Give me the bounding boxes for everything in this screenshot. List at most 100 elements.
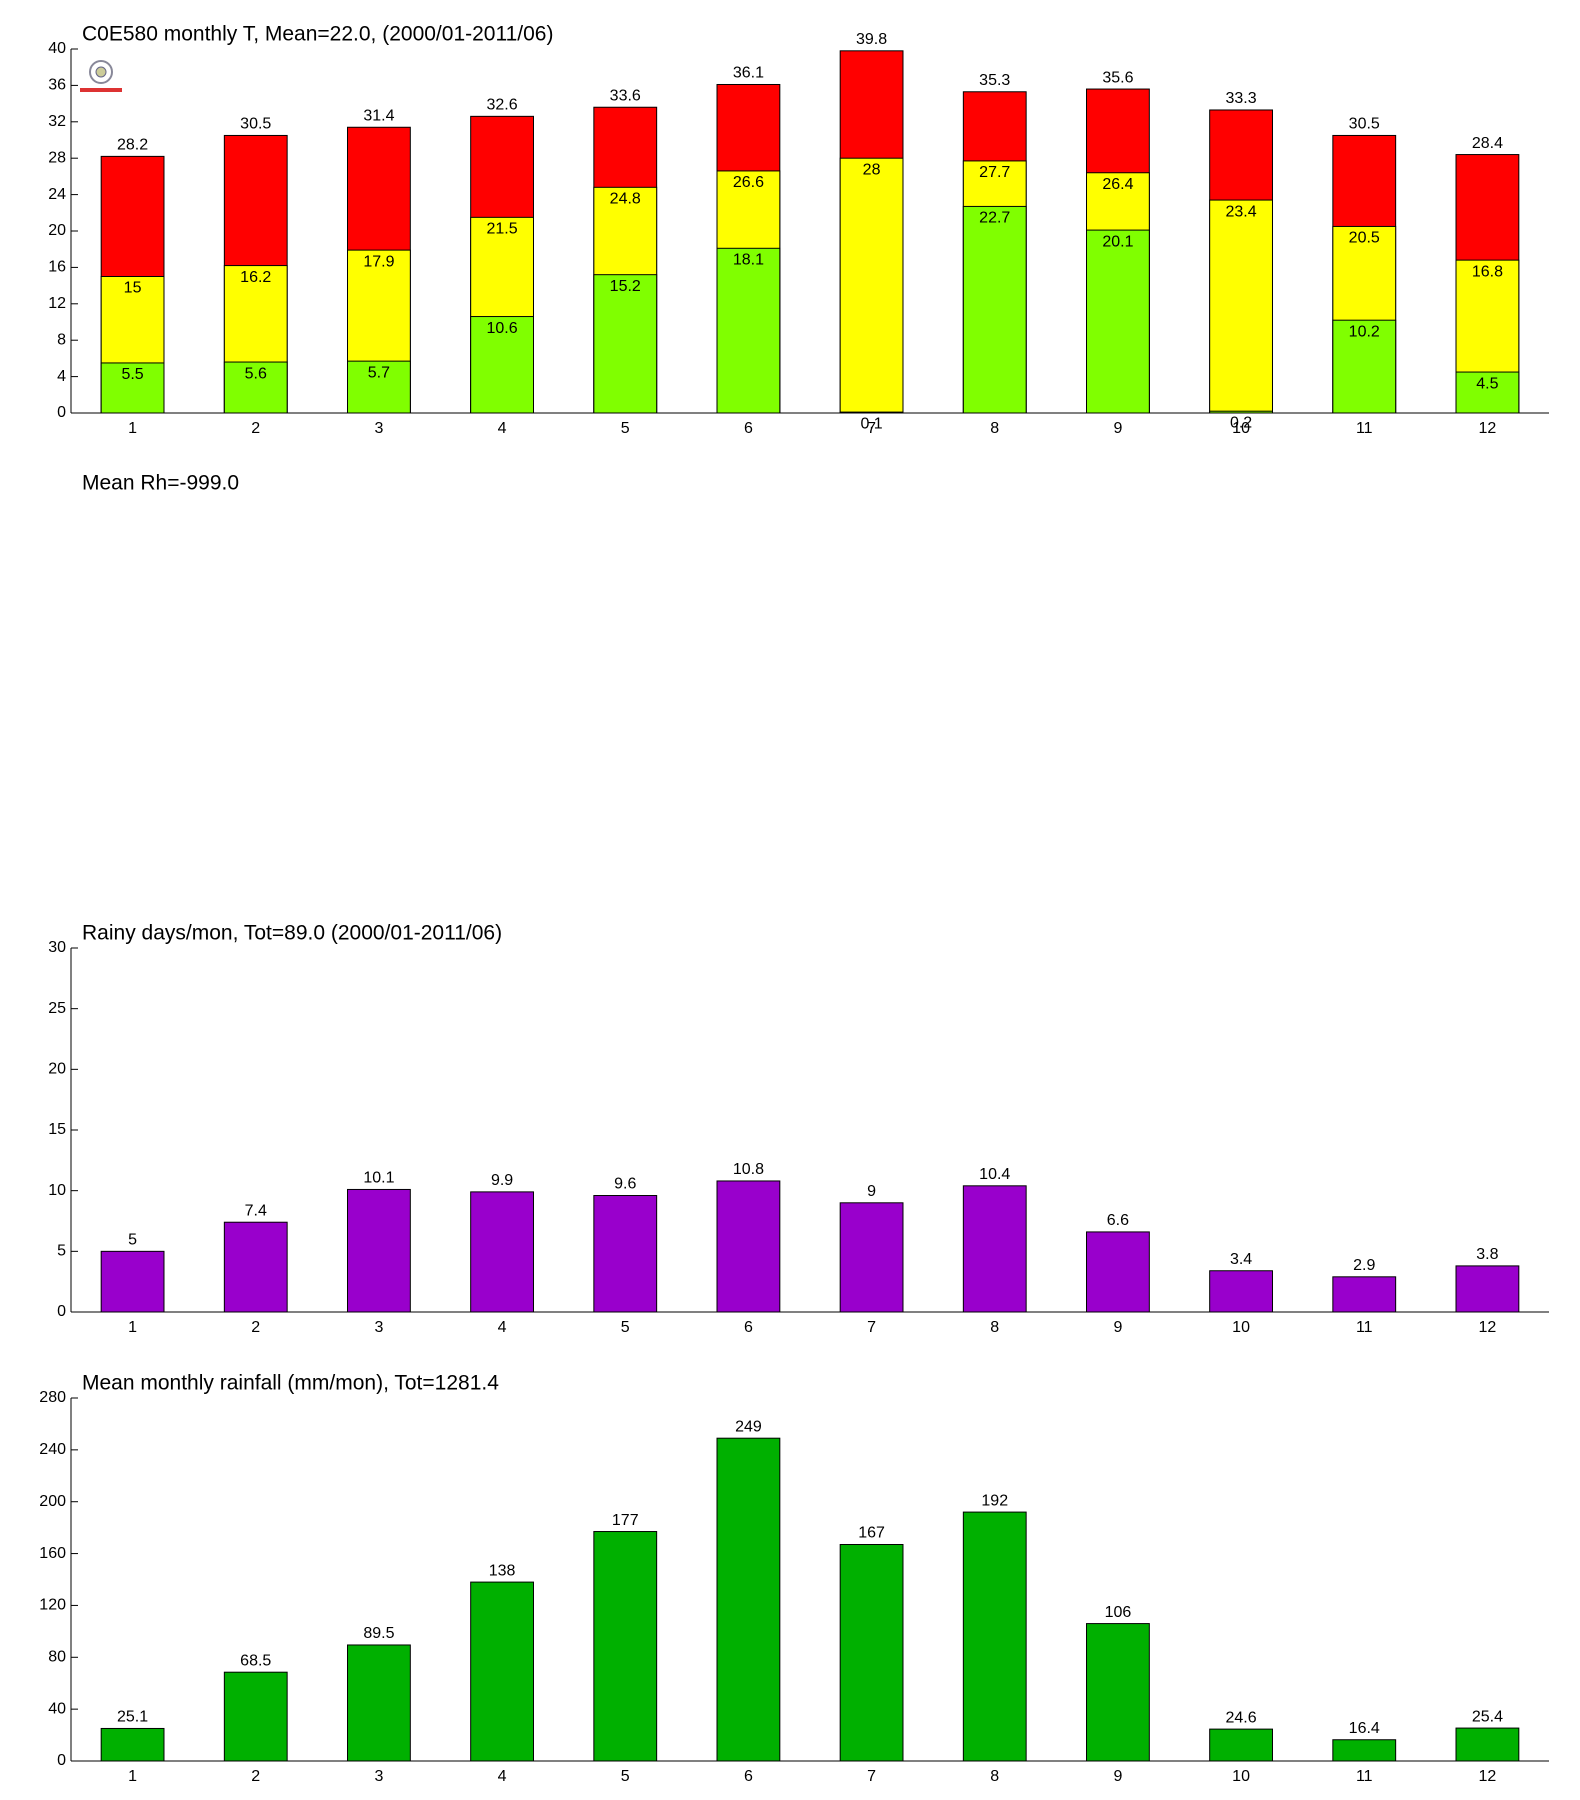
- x-tick-label: 11: [1356, 1319, 1373, 1336]
- chart-title: Rainy days/mon, Tot=89.0 (2000/01-2011/0…: [82, 922, 502, 945]
- data-label: 24.6: [1226, 1709, 1257, 1726]
- y-tick-label: 15: [48, 1121, 66, 1138]
- data-label: 15.2: [610, 278, 641, 295]
- bar: [839, 157, 904, 414]
- x-tick-label: 11: [1356, 420, 1373, 437]
- y-tick-label: 0: [57, 1752, 66, 1769]
- y-tick-label: 5: [57, 1243, 66, 1260]
- bar: [1086, 229, 1150, 414]
- y-tick-label: 32: [48, 113, 66, 130]
- bar: [1209, 1728, 1273, 1762]
- data-label: 192: [981, 1492, 1008, 1509]
- x-tick-label: 6: [744, 1768, 753, 1785]
- bar: [839, 1543, 904, 1762]
- x-tick-label: 7: [867, 420, 876, 437]
- x-tick-label: 4: [498, 1768, 507, 1785]
- data-label: 16.8: [1472, 263, 1503, 280]
- data-label: 0.2: [1230, 414, 1252, 431]
- x-tick-label: 6: [744, 1319, 753, 1336]
- bar: [1209, 1270, 1273, 1313]
- bar: [593, 1531, 658, 1762]
- x-tick-label: 5: [621, 420, 630, 437]
- x-tick-label: 9: [1113, 420, 1122, 437]
- bar: [1332, 1276, 1397, 1313]
- data-label: 31.4: [363, 107, 394, 124]
- data-label: 5.5: [121, 366, 143, 383]
- data-label: 28.2: [117, 137, 148, 154]
- data-label: 18.1: [733, 252, 764, 269]
- chart-title: Mean Rh=-999.0: [82, 472, 239, 495]
- data-label: 10.8: [733, 1161, 764, 1178]
- x-tick-label: 4: [498, 1319, 507, 1336]
- data-label: 16.2: [240, 269, 271, 286]
- bar: [100, 1727, 165, 1762]
- data-label: 7.4: [245, 1202, 267, 1219]
- data-label: 28.4: [1472, 135, 1503, 152]
- data-label: 10.1: [363, 1170, 394, 1187]
- bar: [223, 1671, 288, 1762]
- chart-title: Mean monthly rainfall (mm/mon), Tot=1281…: [82, 1372, 499, 1395]
- data-label: 36.1: [733, 65, 764, 82]
- x-tick-label: 8: [990, 420, 999, 437]
- x-tick-label: 9: [1113, 1768, 1122, 1785]
- bar: [470, 1581, 534, 1762]
- data-label: 3.4: [1230, 1251, 1252, 1268]
- x-tick-label: 2: [251, 1768, 260, 1785]
- x-tick-label: 6: [744, 420, 753, 437]
- data-label: 6.6: [1107, 1212, 1129, 1229]
- y-tick-label: 10: [48, 1182, 66, 1199]
- y-tick-label: 20: [48, 222, 66, 239]
- data-label: 33.3: [1226, 90, 1257, 107]
- data-label: 4.5: [1476, 375, 1498, 392]
- data-label: 17.9: [363, 253, 394, 270]
- x-tick-label: 12: [1479, 1319, 1497, 1336]
- logo: [80, 60, 122, 92]
- data-label: 249: [735, 1418, 762, 1435]
- y-tick-label: 24: [48, 186, 66, 203]
- x-tick-label: 11: [1356, 1768, 1373, 1785]
- data-label: 33.6: [610, 87, 641, 104]
- data-label: 10.6: [487, 320, 518, 337]
- y-tick-label: 240: [39, 1441, 66, 1458]
- x-tick-label: 5: [621, 1768, 630, 1785]
- data-label: 89.5: [363, 1625, 394, 1642]
- y-tick-label: 28: [48, 149, 66, 166]
- data-label: 26.6: [733, 174, 764, 191]
- x-tick-label: 1: [128, 420, 137, 437]
- chart-title: C0E580 monthly T, Mean=22.0, (2000/01-20…: [82, 23, 553, 46]
- data-label: 20.1: [1102, 233, 1133, 250]
- x-tick-label: 12: [1479, 420, 1497, 437]
- bar: [1086, 1623, 1150, 1762]
- x-tick-label: 2: [251, 1319, 260, 1336]
- x-tick-label: 1: [128, 1768, 137, 1785]
- x-tick-label: 10: [1232, 420, 1250, 437]
- bar: [962, 1511, 1027, 1762]
- data-label: 9: [867, 1183, 876, 1200]
- data-label: 26.4: [1102, 176, 1133, 193]
- data-label: 24.8: [610, 191, 641, 208]
- data-label: 5: [128, 1232, 137, 1249]
- x-tick-label: 3: [374, 420, 383, 437]
- data-label: 23.4: [1226, 203, 1257, 220]
- x-tick-label: 8: [990, 1319, 999, 1336]
- data-label: 35.6: [1102, 69, 1133, 86]
- bar: [716, 1437, 781, 1762]
- data-label: 32.6: [487, 97, 518, 114]
- y-tick-label: 40: [48, 1700, 66, 1717]
- y-tick-label: 80: [48, 1649, 66, 1666]
- bar: [470, 1191, 534, 1313]
- data-label: 30.5: [240, 116, 271, 133]
- data-label: 5.7: [368, 364, 390, 381]
- bar: [962, 1185, 1027, 1313]
- x-tick-label: 9: [1113, 1319, 1122, 1336]
- bar: [593, 274, 658, 414]
- bar: [470, 316, 534, 414]
- y-tick-label: 20: [48, 1061, 66, 1078]
- data-label: 21.5: [487, 221, 518, 238]
- x-tick-label: 3: [374, 1768, 383, 1785]
- y-tick-label: 16: [48, 259, 66, 276]
- data-label: 10.4: [979, 1166, 1010, 1183]
- bar: [593, 1195, 658, 1313]
- x-tick-label: 2: [251, 420, 260, 437]
- x-tick-label: 4: [498, 420, 507, 437]
